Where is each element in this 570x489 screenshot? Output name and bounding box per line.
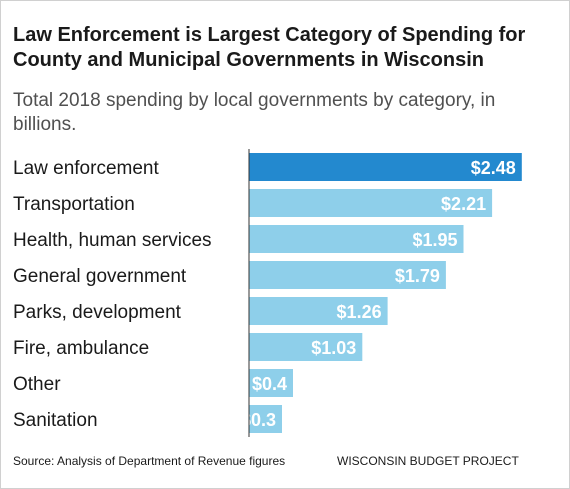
value-label: $1.03 — [311, 338, 356, 358]
value-label: $2.21 — [441, 194, 486, 214]
value-label: $1.26 — [337, 302, 382, 322]
bar — [249, 405, 282, 433]
category-label: Transportation — [13, 194, 135, 215]
category-label: General government — [13, 266, 187, 287]
bar — [249, 261, 446, 289]
bar — [249, 369, 293, 397]
value-label: $0.4 — [252, 374, 287, 394]
credit-label: WISCONSIN BUDGET PROJECT — [337, 454, 519, 468]
category-label: Other — [13, 374, 61, 395]
chart-subtitle: Total 2018 spending by local governments… — [13, 90, 496, 135]
category-label: Fire, ambulance — [13, 338, 149, 359]
category-label: Sanitation — [13, 410, 98, 431]
category-label: Health, human services — [13, 230, 212, 251]
chart-title: Law Enforcement is Largest Category of S… — [13, 24, 526, 71]
value-label: $0.3 — [241, 410, 276, 430]
source-note: Source: Analysis of Department of Revenu… — [13, 454, 286, 468]
bar — [249, 225, 464, 253]
bar — [249, 297, 388, 325]
value-label: $1.95 — [412, 230, 457, 250]
value-label: $2.48 — [471, 158, 516, 178]
bar — [249, 153, 522, 181]
bar — [249, 333, 363, 361]
value-label: $1.79 — [395, 266, 440, 286]
category-label: Parks, development — [13, 302, 182, 323]
bar — [249, 189, 493, 217]
category-label: Law enforcement — [13, 158, 159, 179]
